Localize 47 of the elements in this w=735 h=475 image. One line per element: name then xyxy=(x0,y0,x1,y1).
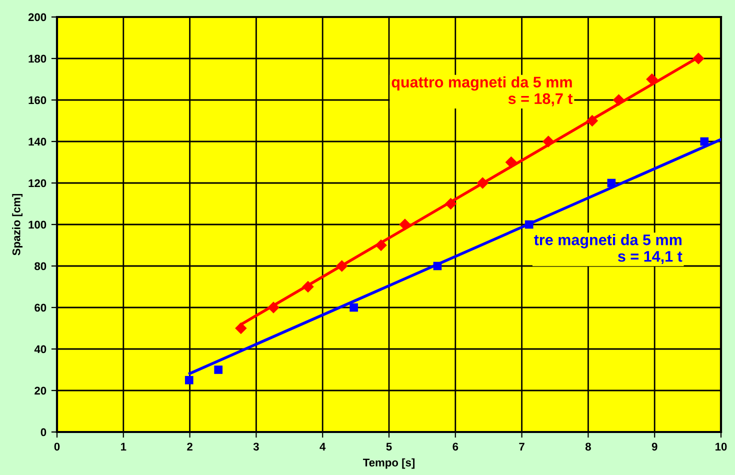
point xyxy=(692,52,704,64)
point xyxy=(700,137,709,146)
point xyxy=(646,73,658,86)
point xyxy=(375,239,387,252)
x-tick-label: 2 xyxy=(187,442,192,450)
y-tick-label: 0 xyxy=(40,428,46,436)
point xyxy=(214,366,223,374)
y-axis-title: Spazio [cm] xyxy=(12,194,22,256)
y-tick-label: 180 xyxy=(28,54,46,63)
point xyxy=(607,178,616,188)
point xyxy=(302,280,314,293)
point xyxy=(476,177,489,189)
point xyxy=(444,198,457,210)
x-tick-label: 6 xyxy=(452,442,458,451)
y-tick-label: 160 xyxy=(28,96,46,104)
point xyxy=(399,218,411,230)
point xyxy=(268,302,280,314)
point xyxy=(235,322,247,334)
y-tick-label: 100 xyxy=(28,220,46,229)
point xyxy=(586,114,598,127)
x-tick-label: 0 xyxy=(54,442,60,451)
point xyxy=(433,262,442,270)
y-tick-label: 80 xyxy=(34,262,46,270)
y-tick-label: 60 xyxy=(34,304,46,312)
x-tick-label: 9 xyxy=(652,442,658,451)
annotation: tre magneti da 5 mm s = 14,1 t xyxy=(534,234,682,264)
y-tick-label: 200 xyxy=(28,13,46,22)
y-tick-label: 120 xyxy=(28,179,46,188)
point xyxy=(542,136,554,148)
point xyxy=(505,156,518,168)
x-tick-label: 8 xyxy=(585,442,591,451)
y-tick-label: 20 xyxy=(34,386,46,395)
point xyxy=(336,260,348,272)
x-tick-label: 3 xyxy=(253,442,259,451)
annotation: quattro magneti da 5 mm s = 18,7 t xyxy=(392,76,573,106)
point xyxy=(184,376,194,384)
point xyxy=(612,94,625,106)
x-axis-title: Tempo [s] xyxy=(362,458,415,469)
x-tick-label: 4 xyxy=(320,442,326,450)
x-tick-label: 5 xyxy=(386,442,392,451)
y-tick-label: 40 xyxy=(34,345,46,354)
point xyxy=(350,303,358,312)
x-tick-label: 1 xyxy=(121,442,126,450)
x-tick-label: 10 xyxy=(716,442,727,451)
point xyxy=(524,220,534,229)
x-tick-label: 7 xyxy=(519,442,524,450)
y-tick-label: 140 xyxy=(28,138,46,146)
